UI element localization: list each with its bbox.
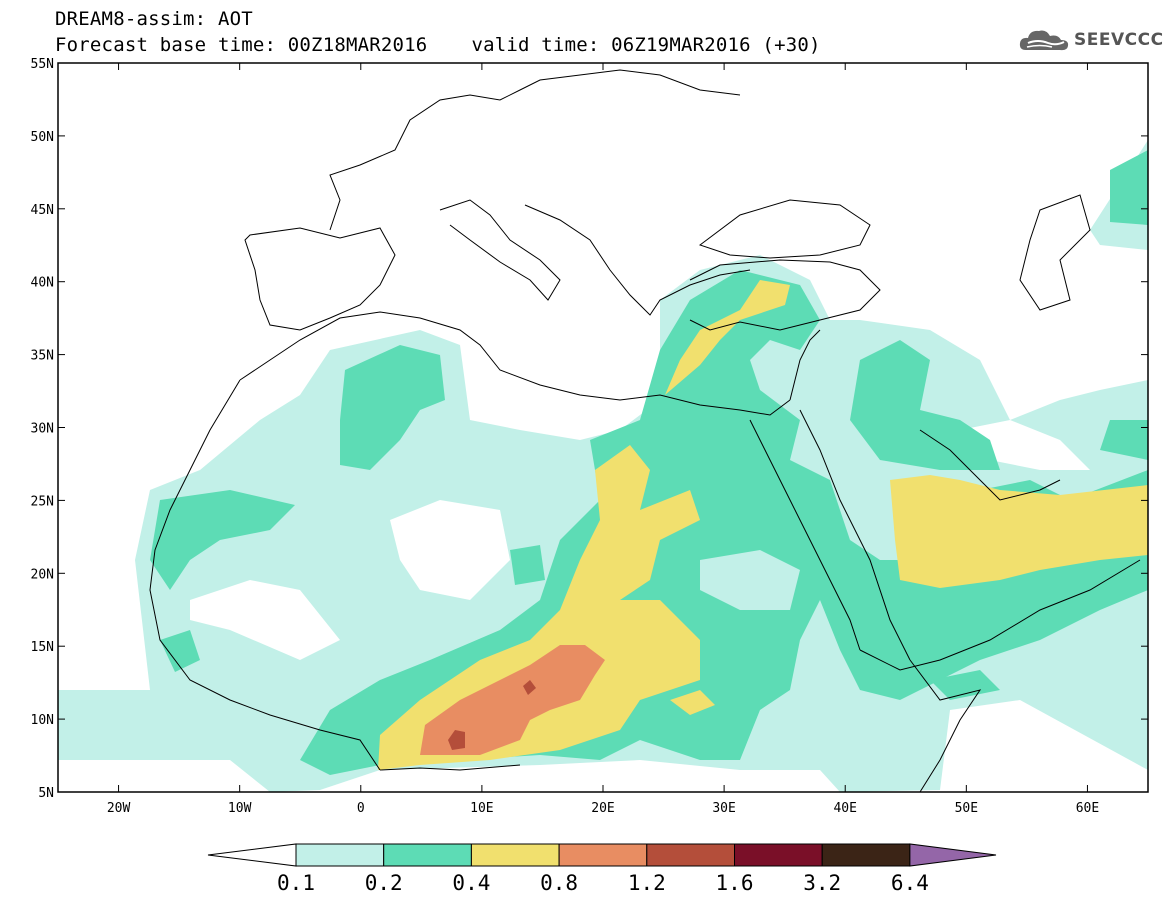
lat-label: 30N xyxy=(31,422,54,437)
colorbar-segment xyxy=(558,843,648,867)
aot-inner-light xyxy=(700,550,800,610)
lon-label: 0 xyxy=(357,801,365,816)
cloud-icon xyxy=(1019,30,1069,51)
lon-label: 10E xyxy=(470,801,493,816)
aot-band-0.8 xyxy=(420,645,605,755)
lon-label: 10W xyxy=(228,801,252,816)
valid-time: valid time: 06Z19MAR2016 (+30) xyxy=(471,34,821,56)
colorbar-segment xyxy=(734,843,823,867)
lat-label: 35N xyxy=(31,349,54,364)
logo-text: SEEVCCC xyxy=(1074,30,1164,50)
longitude-axis: 20W 10W 0 10E 20E 30E 40E 50E 60E xyxy=(107,63,1099,816)
lat-label: 40N xyxy=(31,276,54,291)
lat-label: 50N xyxy=(31,130,54,145)
lon-label: 20E xyxy=(591,801,614,816)
colorbar-segment xyxy=(383,843,472,867)
colorbar-label: 6.4 xyxy=(891,871,929,895)
lon-label: 20W xyxy=(107,801,131,816)
colorbar-segment xyxy=(646,843,735,867)
colorbar-under-arrow xyxy=(207,843,297,867)
lat-label: 15N xyxy=(31,640,54,655)
base-time: Forecast base time: 00Z18MAR2016 xyxy=(55,34,428,56)
colorbar-segment xyxy=(821,843,911,867)
colorbar: 0.1 0.2 0.4 0.8 1.2 1.6 3.2 6.4 xyxy=(207,843,997,895)
aot-band-1.2 xyxy=(448,680,536,750)
lat-label: 20N xyxy=(31,567,54,582)
colorbar-label: 1.6 xyxy=(716,871,754,895)
colorbar-segment xyxy=(295,843,385,867)
lon-label: 40E xyxy=(833,801,856,816)
colorbar-label: 0.8 xyxy=(540,871,578,895)
forecast-times: Forecast base time: 00Z18MAR2016 valid ti… xyxy=(55,34,821,56)
lat-label: 5N xyxy=(38,786,54,801)
latitude-axis: 55N 50N 45N 40N 35N 30N 25N 20N 15N 10N 5N xyxy=(31,57,1148,801)
colorbar-label: 0.1 xyxy=(277,871,315,895)
colorbar-label: 0.4 xyxy=(452,871,490,895)
aot-field xyxy=(58,140,1148,792)
colorbar-label: 1.2 xyxy=(628,871,666,895)
colorbar-segment xyxy=(470,843,560,867)
aot-band-0.4 xyxy=(378,280,1148,770)
seevccc-logo: SEEVCCC xyxy=(1018,26,1164,54)
lat-label: 55N xyxy=(31,57,54,72)
colorbar-label: 0.2 xyxy=(365,871,403,895)
map-title: DREAM8-assim: AOT xyxy=(55,8,253,30)
colorbar-label: 3.2 xyxy=(803,871,841,895)
lon-label: 50E xyxy=(955,801,978,816)
lat-label: 45N xyxy=(31,203,54,218)
lon-label: 60E xyxy=(1076,801,1099,816)
lon-label: 30E xyxy=(712,801,735,816)
lat-label: 25N xyxy=(31,494,54,509)
coastlines xyxy=(149,69,1141,792)
lat-label: 10N xyxy=(31,713,54,728)
colorbar-over-arrow xyxy=(909,843,997,867)
